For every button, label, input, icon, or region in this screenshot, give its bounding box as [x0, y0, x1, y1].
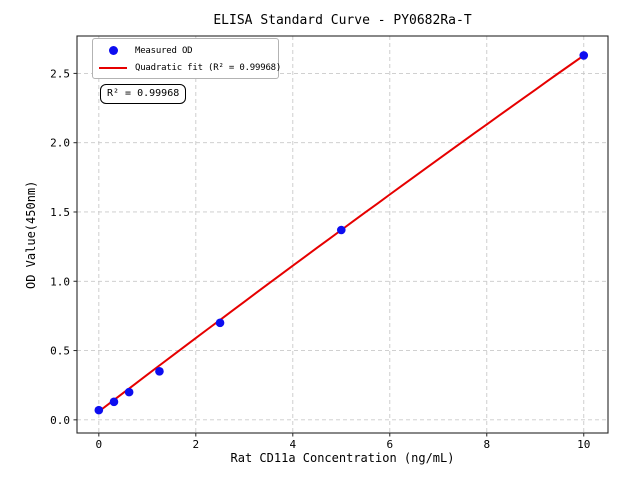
legend-item-measured-od: Measured OD [98, 42, 278, 59]
legend-label-measured-od: Measured OD [135, 45, 193, 56]
legend-marker-area [98, 46, 128, 55]
y-tick-label: 2.5 [50, 67, 70, 80]
chart-title: ELISA Standard Curve - PY0682Ra-T [213, 13, 472, 28]
scatter-dot-icon [108, 46, 118, 55]
y-tick-label: 0.0 [50, 414, 70, 427]
fit-line-icon [99, 66, 127, 69]
y-tick-label: 2.0 [50, 137, 70, 150]
x-tick-label: 10 [577, 438, 590, 451]
data-point [155, 367, 164, 376]
data-point [124, 387, 134, 397]
data-point [579, 51, 589, 60]
data-point [215, 318, 225, 328]
x-tick-label: 8 [483, 438, 490, 451]
plot-border [76, 35, 609, 434]
legend-item-quadratic-fit: Quadratic fit (R² = 0.99968) [98, 59, 282, 76]
x-axis-label: Rat CD11a Concentration (ng/mL) [230, 451, 455, 465]
x-tick-label: 0 [96, 438, 103, 451]
data-point [336, 225, 346, 235]
data-point [94, 405, 104, 415]
legend-marker-area [98, 66, 128, 69]
y-tick-label: 1.5 [50, 206, 70, 219]
data-point [109, 397, 119, 407]
x-tick-label: 6 [386, 438, 393, 451]
legend-label-quadratic-fit: Quadratic fit (R² = 0.99968) [135, 62, 282, 73]
y-tick-label: 0.5 [50, 345, 70, 358]
x-tick-label: 4 [289, 438, 296, 451]
legend: Measured OD Quadratic fit (R² = 0.99968) [92, 38, 282, 79]
r-squared-annotation: R² = 0.99968 [100, 84, 187, 104]
y-tick-label: 1.0 [50, 275, 70, 288]
x-tick-label: 2 [192, 438, 199, 451]
